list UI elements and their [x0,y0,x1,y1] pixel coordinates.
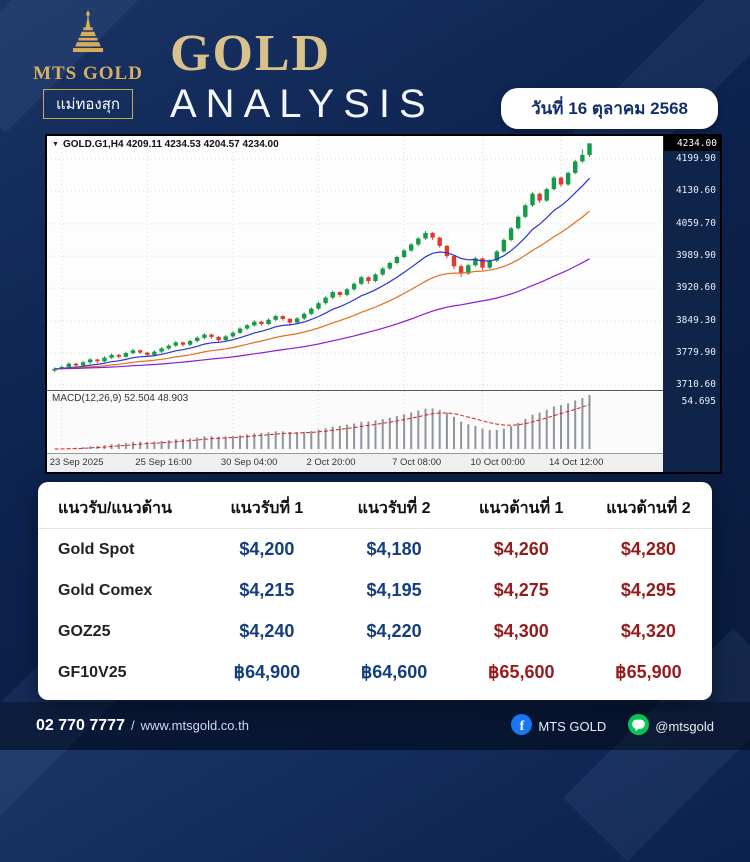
candlestick-svg [47,136,663,390]
price-axis-label: 3849.30 [675,315,716,327]
table-cell: $4,320 [620,621,676,641]
table-header-cell: แนวรับที่ 2 [357,499,431,517]
time-axis-label: 10 Oct 00:00 [470,457,525,468]
support-resistance-table: แนวรับ/แนวต้าน แนวรับที่ 1 แนวรับที่ 2 แ… [38,482,712,700]
table-row: Gold Spot $4,200 $4,180 $4,260 $4,280 [38,529,712,570]
table-cell: $4,275 [493,580,549,600]
table-header-row: แนวรับ/แนวต้าน แนวรับที่ 1 แนวรับที่ 2 แ… [38,488,712,529]
price-axis-label: 4199.90 [675,153,716,165]
phone-number: 02 770 7777 [36,717,125,734]
instrument-label: GF10V25 [58,663,127,681]
macd-pane: MACD(12,26,9) 52.504 48.903 [47,390,663,453]
price-axis-label: 3920.60 [675,282,716,294]
table-cell: $4,195 [366,580,422,600]
table-cell: ฿64,600 [360,662,428,682]
footer: 02 770 7777 / www.mtsgold.co.th f MTS GO… [0,702,750,750]
table-cell: $4,300 [493,621,549,641]
facebook-badge[interactable]: f MTS GOLD [511,714,606,738]
table-row: GOZ25 $4,240 $4,220 $4,300 $4,320 [38,611,712,652]
date-badge: วันที่ 16 ตุลาคม 2568 [501,88,718,129]
table-cell: $4,220 [366,621,422,641]
line-badge[interactable]: @mtsgold [628,714,714,738]
chevron-down-icon: ▼ [52,141,59,148]
logo-brand-text: MTS GOLD [33,63,143,84]
time-axis-label: 7 Oct 08:00 [392,457,442,468]
svg-text:f: f [520,719,525,734]
candlestick-pane: ▼ GOLD.G1,H4 4209.11 4234.53 4204.57 423… [47,136,663,390]
logo-thai-text: แม่ทองสุก [42,89,133,119]
table-header-cell: แนวต้านที่ 1 [479,499,564,517]
table-header-cell: แนวรับที่ 1 [230,499,304,517]
ohlc-info-text: GOLD.G1,H4 4209.11 4234.53 4204.57 4234.… [62,139,279,150]
chedi-logo-icon [62,10,114,60]
table-row: Gold Comex $4,215 $4,195 $4,275 $4,295 [38,570,712,611]
table-row: GF10V25 ฿64,900 ฿64,600 ฿65,600 ฿65,900 [38,652,712,693]
page-title-gold: GOLD [170,25,332,82]
price-axis-label: 3710.60 [675,379,716,391]
time-axis-label: 23 Sep 2025 [49,457,104,468]
website-link[interactable]: www.mtsgold.co.th [140,718,249,733]
mts-gold-logo: MTS GOLD แม่ทองสุก [20,10,156,119]
table-cell: ฿65,600 [487,662,555,682]
facebook-label: MTS GOLD [538,718,607,734]
table-cell: ฿64,900 [233,662,301,682]
table-header-cell: แนวรับ/แนวต้าน [58,499,172,517]
time-axis-label: 30 Sep 04:00 [220,457,278,468]
url-separator: / [130,718,135,733]
table-cell: $4,260 [493,539,549,559]
line-icon [628,714,650,738]
table-cell: $4,200 [239,539,295,559]
instrument-label: Gold Spot [58,540,135,558]
price-chart: ▼ GOLD.G1,H4 4209.11 4234.53 4204.57 423… [45,134,722,474]
table-header-cell: แนวต้านที่ 2 [606,499,691,517]
line-label: @mtsgold [655,718,714,734]
table-cell: $4,215 [239,580,295,600]
price-axis-label: 4059.70 [675,217,716,229]
price-axis-label: 3989.90 [675,250,716,262]
table-cell: $4,240 [239,621,295,641]
macd-axis-label: 54.695 [681,396,716,407]
instrument-label: GOZ25 [58,622,111,640]
macd-indicator-label: MACD(12,26,9) 52.504 48.903 [52,393,189,404]
table-cell: $4,280 [620,539,676,559]
table-cell: ฿65,900 [615,662,682,682]
price-axis-label: 3779.90 [675,347,716,359]
price-axis-label: 4130.60 [675,185,716,197]
time-axis-label: 2 Oct 20:00 [306,457,356,468]
facebook-icon: f [511,714,533,738]
price-axis: 4234.00 54.695 4199.90 4130.60 4059.70 3989… [663,136,720,472]
page-title-analysis: ANALYSIS [170,82,435,126]
chart-symbol-line: ▼ GOLD.G1,H4 4209.11 4234.53 4204.57 423… [52,139,279,150]
table-cell: $4,180 [366,539,422,559]
table-cell: $4,295 [620,580,676,600]
time-axis: 23 Sep 2025 25 Sep 16:00 30 Sep 04:00 2 Oct… [47,453,663,472]
instrument-label: Gold Comex [58,581,153,599]
time-axis-label: 14 Oct 12:00 [548,457,604,468]
macd-svg [54,391,591,453]
time-axis-label: 25 Sep 16:00 [135,457,192,468]
current-price-tag: 4234.00 [664,136,720,152]
